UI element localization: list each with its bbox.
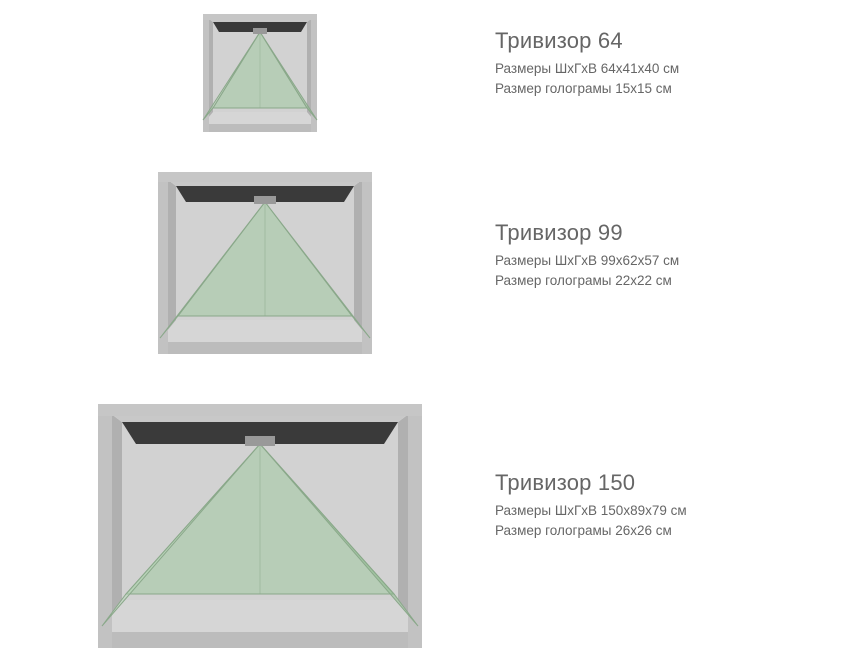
device-dimensions: Размеры ШхГхВ 64х41х40 см bbox=[495, 60, 825, 78]
device-hologram-size: Размер голограмы 22х22 см bbox=[495, 272, 825, 290]
device-illustration-99 bbox=[130, 160, 400, 360]
device-hologram-size: Размер голограмы 15х15 см bbox=[495, 80, 825, 98]
product-size-comparison: Тривизор 64 Размеры ШхГхВ 64х41х40 см Ра… bbox=[0, 0, 846, 666]
device-text-64: Тривизор 64 Размеры ШхГхВ 64х41х40 см Ра… bbox=[495, 28, 825, 100]
device-text-99: Тривизор 99 Размеры ШхГхВ 99х62х57 см Ра… bbox=[495, 220, 825, 292]
device-dimensions: Размеры ШхГхВ 150х89х79 см bbox=[495, 502, 825, 520]
device-title: Тривизор 99 bbox=[495, 220, 825, 246]
device-illustration-64 bbox=[185, 4, 335, 134]
device-dimensions: Размеры ШхГхВ 99х62х57 см bbox=[495, 252, 825, 270]
device-hologram-size: Размер голограмы 26х26 см bbox=[495, 522, 825, 540]
device-text-150: Тривизор 150 Размеры ШхГхВ 150х89х79 см … bbox=[495, 470, 825, 542]
device-illustration-150 bbox=[60, 390, 460, 655]
device-title: Тривизор 150 bbox=[495, 470, 825, 496]
device-title: Тривизор 64 bbox=[495, 28, 825, 54]
